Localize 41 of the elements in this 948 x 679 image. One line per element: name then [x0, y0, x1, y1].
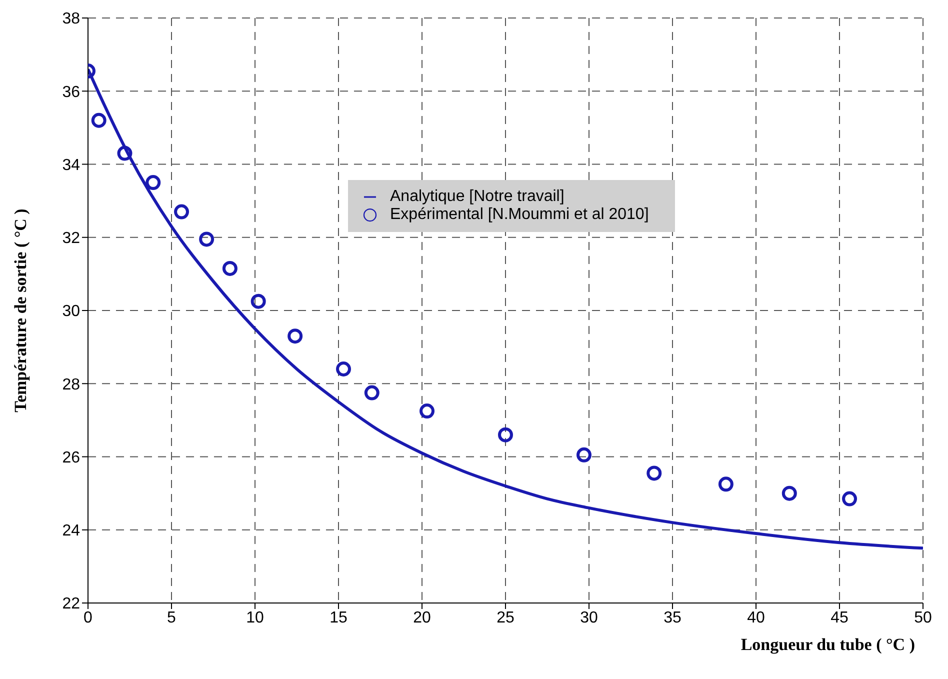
- y-tick-label: 28: [62, 376, 80, 394]
- y-tick-label: 22: [62, 596, 80, 613]
- x-tick-label: 50: [914, 609, 932, 626]
- y-tick-label: 34: [62, 156, 80, 174]
- x-tick-label: 35: [664, 609, 682, 626]
- point: [199, 232, 214, 247]
- y-tick-label: 32: [62, 230, 80, 248]
- x-tick-label: 30: [580, 609, 598, 626]
- x-axis-title: Longueur du tube ( °C ): [740, 635, 915, 654]
- point: [420, 404, 435, 419]
- x-tick-label: 20: [413, 609, 431, 626]
- y-tick-label: 26: [62, 449, 80, 466]
- x-tick-label: 45: [830, 609, 848, 626]
- y-axis-title: Température de sortie ( °C ): [11, 208, 30, 412]
- point: [146, 175, 161, 190]
- x-tick-label: 25: [496, 609, 514, 626]
- point: [222, 260, 238, 276]
- point: [576, 447, 592, 462]
- point: [646, 466, 662, 481]
- point: [250, 294, 266, 309]
- point: [174, 204, 190, 220]
- x-tick-label: 5: [167, 609, 176, 626]
- x-tick-label: 0: [84, 609, 93, 626]
- point: [718, 476, 734, 492]
- legend-label: Analytique [Notre travail]: [390, 188, 564, 205]
- point: [782, 486, 797, 501]
- point: [364, 385, 380, 400]
- y-tick-label: 24: [62, 522, 80, 540]
- point: [498, 427, 513, 442]
- point: [91, 112, 106, 128]
- point: [117, 146, 132, 161]
- y-tick-label: 36: [62, 84, 80, 101]
- y-tick-label: 38: [62, 10, 80, 28]
- legend-label: Expérimental [N.Moummi et al 2010]: [390, 206, 649, 223]
- point: [288, 328, 303, 344]
- x-tick-label: 15: [330, 609, 348, 626]
- point: [842, 491, 858, 506]
- x-tick-label: 10: [246, 609, 264, 626]
- y-tick-label: 30: [62, 303, 80, 320]
- point: [336, 362, 352, 376]
- x-tick-label: 40: [747, 609, 765, 626]
